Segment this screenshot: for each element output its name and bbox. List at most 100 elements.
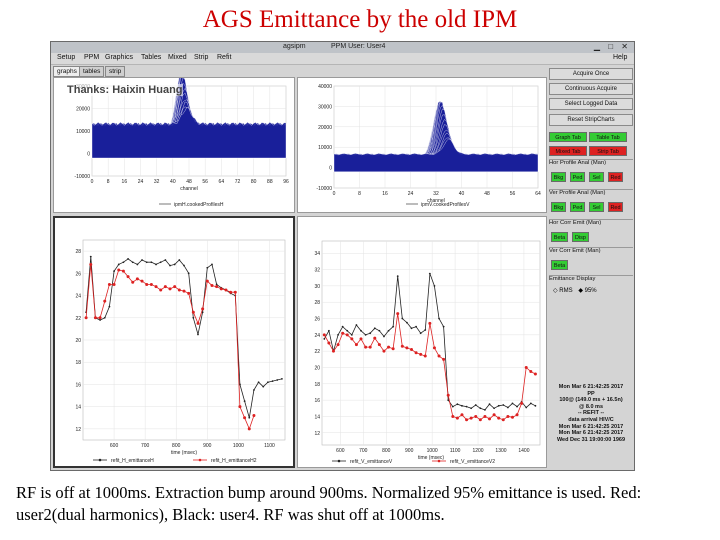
series-line [323, 313, 536, 421]
ver-beta-button[interactable]: Beta [551, 260, 568, 270]
data-point [169, 264, 171, 267]
tab-graphs[interactable]: graphs [53, 66, 81, 77]
pct95-radio-icon[interactable]: ◆ [578, 288, 583, 294]
data-point [451, 405, 454, 408]
data-point [497, 416, 501, 420]
menu-ppm[interactable]: PPM [84, 54, 100, 61]
data-point [248, 416, 251, 419]
menu-strip[interactable]: Strip [194, 54, 209, 61]
data-point [159, 261, 162, 264]
menu-mixed[interactable]: Mixed [168, 54, 187, 61]
hor-sel-button[interactable]: Sel [589, 172, 604, 182]
hor-ped-button[interactable]: Ped [570, 172, 585, 182]
data-point [89, 255, 92, 258]
data-point [117, 263, 120, 266]
select-logged-data-button[interactable]: Select Logged Data [549, 98, 633, 110]
data-point [447, 399, 450, 402]
strip-tab-button[interactable]: Strip Tab [589, 146, 627, 156]
data-point [529, 402, 532, 405]
table-tab-button[interactable]: Table Tab [589, 132, 627, 142]
reset-stripcharts-button[interactable]: Reset StripCharts [549, 114, 633, 126]
data-point [187, 291, 191, 295]
continuous-acquire-button[interactable]: Continuous Acquire [549, 83, 633, 95]
data-point [510, 415, 514, 419]
mixed-tab-button[interactable]: Mixed Tab [549, 146, 587, 156]
y-tick-label: 0 [329, 166, 332, 172]
legend-entry: refit_V_emittanceV2 [450, 459, 495, 465]
graph-tab-button[interactable]: Graph Tab [549, 132, 587, 142]
data-point [182, 289, 186, 293]
menu-bar: Setup PPM Graphics Tables Mixed Strip Re… [51, 53, 634, 65]
menu-setup[interactable]: Setup [57, 54, 76, 61]
x-tick-label: 0 [333, 191, 336, 197]
x-axis-label: time (msec) [171, 450, 197, 456]
hor-beta-button[interactable]: Beta [551, 232, 568, 242]
data-point [345, 333, 349, 337]
y-tick-label: 24 [75, 294, 81, 300]
x-tick-label: 64 [535, 191, 541, 197]
y-tick-label: 10000 [318, 145, 332, 151]
data-point [433, 284, 436, 287]
x-tick-label: 1400 [518, 448, 529, 454]
data-point [276, 379, 279, 381]
data-point [150, 261, 153, 264]
x-tick-label: 1000 [233, 443, 244, 449]
hor-disp-button[interactable]: Disp [572, 232, 589, 242]
rms-option-label[interactable]: RMS [559, 288, 573, 294]
data-point [387, 345, 391, 349]
data-point [219, 287, 223, 291]
data-point [423, 354, 427, 358]
data-point [145, 282, 149, 286]
ver-ped-button[interactable]: Ped [570, 202, 585, 212]
data-point [126, 275, 130, 279]
y-tick-label: 16 [75, 382, 81, 388]
tab-strip[interactable]: strip [105, 66, 126, 77]
data-point [442, 357, 446, 361]
legend-marker [337, 459, 341, 463]
data-point [205, 279, 209, 283]
data-point [131, 261, 134, 264]
y-tick-label: -10000 [74, 174, 90, 180]
data-point [382, 349, 386, 353]
menu-refit[interactable]: Refit [217, 54, 232, 61]
data-point [108, 305, 111, 308]
data-point [191, 310, 195, 314]
y-tick-label: 34 [314, 251, 320, 257]
ver-red-button[interactable]: Red [608, 202, 623, 212]
x-tick-label: 900 [405, 448, 414, 454]
y-tick-label: 18 [314, 382, 320, 388]
data-point [341, 331, 345, 335]
status-line: Mon Mar 6 21:42:25 2017 [558, 384, 624, 390]
data-point [492, 413, 496, 417]
window-controls-icon[interactable]: ▁ □ ✕ [593, 42, 631, 51]
acquire-once-button[interactable]: Acquire Once [549, 68, 633, 80]
x-tick-label: 8 [358, 191, 361, 197]
window-app-name: agsipm [283, 43, 306, 50]
menu-help[interactable]: Help [613, 54, 628, 61]
x-tick-label: 80 [251, 179, 257, 185]
plot-frame [321, 240, 541, 446]
pct95-option-label[interactable]: 95% [584, 288, 597, 294]
data-point [391, 347, 395, 351]
tab-tables[interactable]: tables [79, 66, 105, 77]
data-point [201, 311, 204, 314]
data-point [460, 413, 464, 417]
legend-entry: refit_H_emittanceH2 [211, 458, 257, 464]
ver-sel-button[interactable]: Sel [589, 202, 604, 212]
data-point [84, 316, 88, 320]
emittance-display-group: Emittance Display [549, 275, 633, 282]
hor-red-button[interactable]: Red [608, 172, 623, 182]
ver-profile-anal-group: Ver Profile Anal (Man) [549, 189, 633, 196]
hor-bkg-button[interactable]: Bkg [551, 172, 566, 182]
ver-bkg-button[interactable]: Bkg [551, 202, 566, 212]
menu-graphics[interactable]: Graphics [105, 54, 134, 61]
data-point [534, 404, 537, 407]
rms-radio-icon[interactable]: ◇ [553, 288, 558, 294]
data-point [383, 335, 385, 338]
y-tick-label: 14 [75, 405, 81, 411]
data-point [127, 257, 129, 260]
menu-tables[interactable]: Tables [141, 54, 162, 61]
data-point [373, 336, 377, 340]
status-line: PP [587, 390, 595, 397]
x-tick-label: 16 [122, 179, 128, 185]
